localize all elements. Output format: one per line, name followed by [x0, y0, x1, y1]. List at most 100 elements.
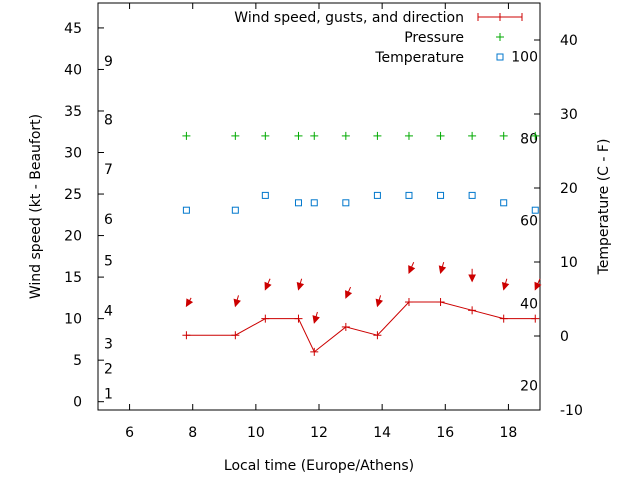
wind-speed-point — [231, 331, 240, 340]
pressure-point — [404, 131, 413, 140]
wind-direction-arrow — [438, 262, 447, 275]
temperature-point — [182, 206, 190, 214]
wind-arrow-head — [312, 315, 320, 324]
x-tick-label: 8 — [188, 425, 197, 441]
wind-speed-point — [373, 331, 382, 340]
temperature-point — [261, 191, 269, 199]
legend: Wind speed, gusts, and direction Pressure… — [234, 10, 523, 66]
beaufort-label: 9 — [104, 54, 113, 70]
wind-direction-arrow — [345, 286, 353, 299]
wind-arrow-head — [345, 290, 353, 299]
beaufort-label: 2 — [104, 361, 113, 377]
fahrenheit-label: 100 — [511, 49, 538, 65]
y-left-tick-label: 15 — [64, 270, 82, 286]
temperature-point — [405, 191, 413, 199]
axis-ticks: 6 8 10 12 14 16 18051015202530354045-100102030… — [64, 3, 583, 441]
y-axis-right-label: Temperature (C - F) — [596, 139, 612, 276]
wind-direction-arrow — [233, 295, 241, 308]
beaufort-label: 7 — [104, 162, 113, 178]
y-axis-left-label: Wind speed (kt - Beaufort) — [28, 114, 44, 299]
temperature-point — [373, 191, 381, 199]
legend-label-temperature: Temperature — [374, 50, 464, 66]
y-left-tick-label: 25 — [64, 187, 82, 203]
legend-swatch-temperature — [496, 53, 504, 61]
wind-direction-arrow — [296, 278, 305, 291]
wind-arrow-head — [501, 281, 510, 291]
pressure-point — [261, 131, 270, 140]
pressure-point — [531, 131, 540, 140]
y-left-tick-label: 40 — [64, 62, 82, 78]
wind-speed-point — [341, 322, 350, 331]
temperature-point — [294, 199, 302, 207]
wind-direction-arrow — [185, 297, 194, 308]
legend-swatch-pressure — [496, 33, 504, 41]
y-right-tick-label: 20 — [560, 181, 578, 197]
y-right-tick-label: 0 — [560, 329, 569, 345]
pressure-point — [182, 131, 191, 140]
wind-speed-point — [436, 298, 445, 307]
wind-speed-point — [182, 331, 191, 340]
legend-label-pressure: Pressure — [404, 30, 464, 46]
y-left-tick-label: 10 — [64, 312, 82, 328]
temperature-point — [231, 206, 239, 214]
fahrenheit-label: 20 — [520, 379, 538, 395]
pressure-point — [294, 131, 303, 140]
y-right-tick-label: 10 — [560, 255, 578, 271]
pressure-point — [373, 131, 382, 140]
beaufort-label: 4 — [104, 303, 113, 319]
wind-direction-arrow — [312, 311, 320, 324]
temperature-point — [500, 199, 508, 207]
wind-direction-arrow — [501, 278, 510, 291]
wind-speed-point — [310, 347, 319, 356]
wind-arrow-head — [438, 265, 447, 275]
pressure-point — [468, 131, 477, 140]
wind-arrow-head — [233, 298, 241, 308]
pressure-point — [341, 131, 350, 140]
x-tick-label: 18 — [500, 425, 518, 441]
temperature-point — [342, 199, 350, 207]
x-axis-label: Local time (Europe/Athens) — [224, 458, 414, 474]
plot-area — [97, 2, 541, 411]
wind-arrow-head — [296, 281, 305, 291]
y-left-tick-label: 0 — [73, 395, 82, 411]
wind-direction-arrow — [534, 278, 542, 291]
wind-arrow-head — [408, 265, 416, 275]
y-left-tick-label: 30 — [64, 146, 82, 162]
beaufort-label: 5 — [104, 253, 113, 269]
legend-swatch-wind-marker — [496, 13, 504, 21]
wind-arrow-head — [375, 298, 384, 308]
beaufort-label: 3 — [104, 337, 113, 353]
wind-direction-arrow — [375, 295, 384, 308]
wind-speed-point — [531, 314, 540, 323]
wind-direction-arrow — [468, 268, 476, 283]
pressure-point — [310, 131, 319, 140]
y-left-tick-label: 5 — [73, 353, 82, 369]
y-right-tick-label: -10 — [560, 403, 583, 419]
y-left-tick-label: 35 — [64, 104, 82, 120]
beaufort-label: 1 — [104, 386, 113, 402]
wind-arrow-head — [264, 281, 272, 291]
beaufort-label: 6 — [104, 212, 113, 228]
pressure-point — [231, 131, 240, 140]
x-tick-label: 10 — [247, 425, 265, 441]
plot-border — [97, 2, 541, 411]
beaufort-label: 8 — [104, 112, 113, 128]
temperature-point — [531, 206, 539, 214]
wind-speed-point — [404, 298, 413, 307]
temperature-point — [468, 191, 476, 199]
wind-direction-arrow — [408, 261, 416, 275]
wind-speed-point — [261, 314, 270, 323]
x-tick-label: 14 — [373, 425, 391, 441]
wind-speed-point — [294, 314, 303, 323]
wind-speed-line — [186, 301, 536, 353]
fahrenheit-label: 40 — [520, 296, 538, 312]
temperature-point — [437, 191, 445, 199]
wind-arrow-head — [468, 274, 476, 283]
x-tick-label: 6 — [125, 425, 134, 441]
y-left-tick-label: 45 — [64, 21, 82, 37]
pressure-point — [499, 131, 508, 140]
wind-arrow-head — [185, 298, 194, 308]
wind-arrow-head — [534, 281, 542, 291]
y-right-tick-label: 30 — [560, 107, 578, 123]
